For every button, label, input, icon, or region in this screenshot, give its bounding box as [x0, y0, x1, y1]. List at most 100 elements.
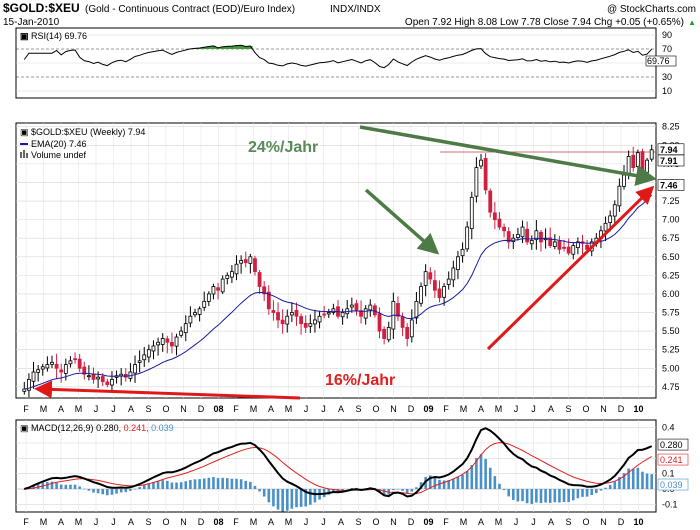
- price-candle: [492, 201, 497, 230]
- macd-histogram-bar: [631, 468, 635, 489]
- price-candle: [289, 302, 294, 323]
- macd-histogram-bar: [309, 489, 312, 505]
- x-axis-label: D: [198, 517, 205, 527]
- x-axis-label: J: [304, 517, 309, 527]
- macd-histogram-bar: [567, 489, 570, 503]
- price-candle: [557, 235, 562, 255]
- macd-histogram-bar: [64, 484, 68, 489]
- price-axis-label: 4.75: [662, 382, 680, 392]
- macd-histogram-bar: [285, 489, 289, 511]
- x-axis-label: M: [460, 404, 468, 414]
- macd-histogram-bar: [447, 480, 451, 489]
- rsi-overbought-fill: [243, 46, 249, 49]
- macd-histogram-bar: [212, 476, 215, 489]
- price-candle: [502, 223, 506, 238]
- x-axis-label: M: [250, 517, 258, 527]
- x-axis-label: 09: [423, 404, 433, 414]
- price-axis-label: 5.25: [662, 345, 680, 355]
- x-axis-label: J: [531, 404, 536, 414]
- macd-histogram-bar: [46, 481, 49, 489]
- x-axis-label: D: [408, 404, 415, 414]
- macd-histogram-bar: [622, 473, 626, 489]
- ema-line: [24, 194, 653, 390]
- macd-histogram-bar: [530, 489, 534, 504]
- macd-histogram-bar: [124, 489, 128, 493]
- macd-tag: 0.241: [657, 453, 689, 466]
- price-axis-label: 6.25: [662, 270, 680, 280]
- macd-histogram-bar: [571, 489, 575, 501]
- price-candle: [539, 229, 543, 252]
- macd-histogram-bar: [627, 468, 630, 489]
- macd-histogram-bar: [110, 489, 114, 495]
- price-candle: [497, 212, 502, 230]
- macd-histogram-bar: [106, 489, 109, 496]
- x-axis-label: A: [548, 517, 554, 527]
- x-axis-label: A: [548, 404, 554, 414]
- price-legend-ema: EMA(20) 7.46: [31, 139, 87, 149]
- macd-histogram-bar: [470, 464, 474, 489]
- macd-histogram-bar: [239, 479, 243, 489]
- x-axis-label: J: [94, 404, 99, 414]
- macd-histogram-bar: [276, 489, 280, 510]
- x-axis-label: J: [531, 517, 536, 527]
- price-candle: [479, 153, 483, 169]
- x-axis-label: S: [145, 404, 151, 414]
- macd-histogram-bar: [32, 485, 35, 489]
- macd-histogram-bar: [345, 489, 349, 490]
- macd-grid: [16, 420, 656, 512]
- macd-histogram-bar: [613, 481, 617, 489]
- macd-histogram-bar: [175, 482, 178, 489]
- rsi-overbought-fill: [234, 45, 239, 49]
- x-axis-label: N: [180, 517, 187, 527]
- macd-histogram-bar: [161, 480, 165, 489]
- rsi-overbought-fill: [201, 47, 207, 49]
- x-axis-label: S: [565, 404, 571, 414]
- price-candle: [183, 315, 188, 342]
- x-axis-label: F: [23, 404, 29, 414]
- price-candle: [520, 220, 525, 244]
- x-axis-label: J: [304, 404, 309, 414]
- x-axis-label: M: [495, 517, 503, 527]
- x-axis-label: S: [565, 517, 571, 527]
- price-candle: [548, 227, 553, 249]
- price-axis-label: 6.75: [662, 233, 680, 243]
- macd-histogram-bar: [511, 489, 515, 500]
- x-axis-label: J: [321, 404, 326, 414]
- x-axis-label: 10: [633, 404, 643, 414]
- macd-histogram-bar: [544, 489, 547, 503]
- price-legend-box-icon: ▣: [20, 127, 31, 137]
- macd-histogram-bar: [184, 481, 188, 489]
- macd-tag-label: 0.241: [660, 455, 683, 465]
- price-tag-label: 7.94: [660, 145, 678, 155]
- x-axis-label: F: [23, 517, 29, 527]
- x-axis-label: S: [355, 404, 361, 414]
- price-candle: [68, 356, 73, 368]
- chart-description: (Gold - Continuous Contract (EOD)/Euro I…: [85, 4, 295, 15]
- x-axis-label: O: [372, 404, 379, 414]
- macd-histogram-bar: [618, 476, 621, 489]
- macd-histogram-bar: [599, 489, 603, 491]
- macd-histogram-bar: [553, 489, 557, 503]
- price-tag-label: 7.46: [660, 180, 678, 190]
- macd-histogram-bar: [548, 489, 552, 503]
- price-candle: [174, 333, 179, 356]
- price-candle: [50, 355, 54, 369]
- macd-legend-box-icon: ▣: [20, 423, 31, 433]
- price-candle: [483, 153, 488, 195]
- rsi-overbought-fill: [238, 45, 244, 49]
- x-axis-label: N: [390, 517, 397, 527]
- price-candle: [405, 323, 410, 347]
- price-candle: [359, 300, 363, 324]
- price-candle: [617, 178, 622, 212]
- price-candle: [525, 221, 530, 246]
- macd-histogram-bar: [115, 489, 118, 494]
- macd-histogram-bar: [92, 489, 95, 493]
- x-axis-label: M: [40, 517, 48, 527]
- x-axis-label: A: [58, 517, 64, 527]
- macd-histogram-bar: [193, 479, 197, 489]
- macd-histogram-bar: [230, 478, 234, 489]
- macd-histogram-bar: [138, 487, 141, 489]
- macd-histogram-bar: [281, 489, 284, 512]
- price-candle: [211, 283, 216, 300]
- price-candle: [105, 378, 110, 388]
